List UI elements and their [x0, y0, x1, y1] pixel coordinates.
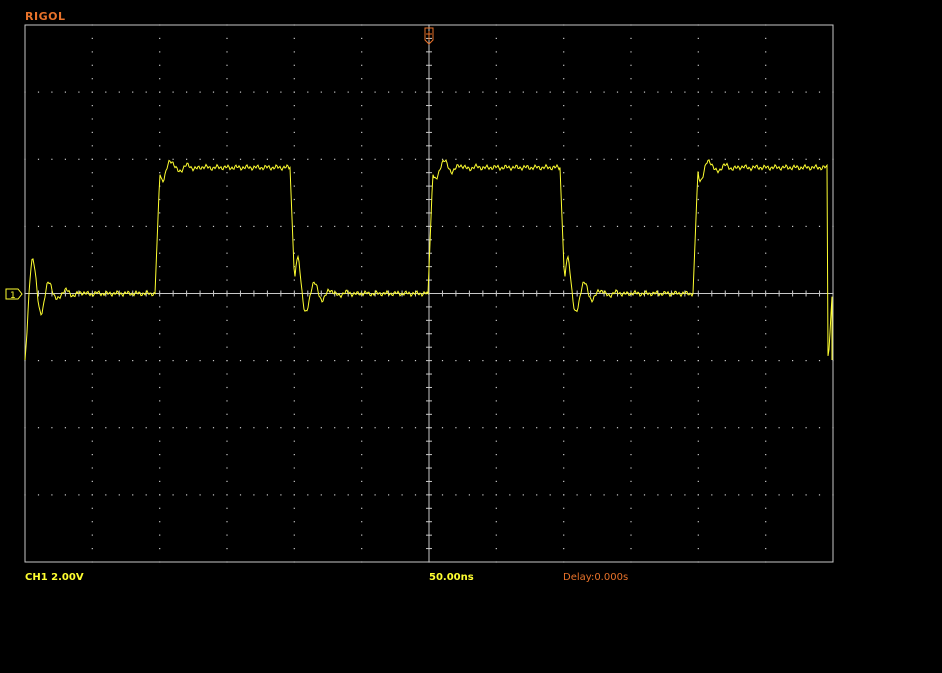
channel-1-marker[interactable]: 1 — [5, 288, 23, 301]
channel-scale-readout: CH1 2.00V — [25, 572, 84, 583]
delay-readout: Delay:0.000s — [563, 572, 629, 583]
brand-logo: RIGOL — [25, 10, 66, 23]
trigger-position-icon[interactable] — [424, 27, 434, 45]
timebase-readout: 50.00ns — [429, 572, 474, 583]
graticule-center-axes — [24, 24, 834, 563]
ch1-waveform-trace — [24, 158, 833, 361]
channel-1-marker-label: 1 — [10, 291, 16, 301]
channel-name: CH1 — [25, 572, 48, 583]
volts-per-div: 2.00V — [51, 572, 84, 583]
